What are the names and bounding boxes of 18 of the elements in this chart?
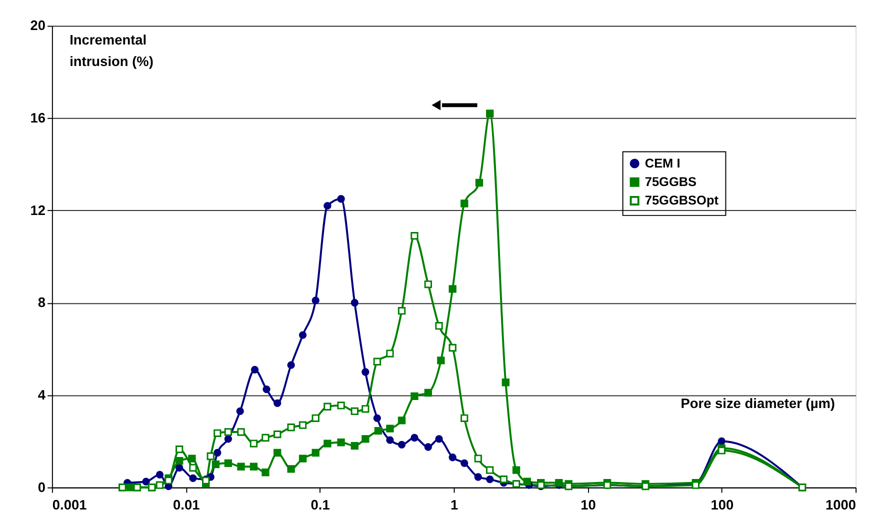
y-tick-label: 8 [38,295,46,310]
y-tick-label: 12 [30,202,46,218]
x-tick-label: 100 [710,497,734,512]
x-axis-title: Pore size diameter (µm) [680,396,835,412]
x-tick-label: 10 [580,497,596,512]
x-tick-label: 1000 [826,497,856,512]
legend-label: 75GGBS [644,174,697,190]
legend-label: 75GGBSOpt [644,192,720,208]
y-tick-label: 0 [38,480,46,495]
x-tick-label: 0.1 [310,497,330,512]
legend-label: CEM I [644,155,680,170]
x-tick-label: 1 [450,497,458,512]
y-tick-label: 20 [30,18,46,34]
x-tick-label: 0.01 [173,497,200,512]
y-tick-label: 4 [38,387,46,402]
y-axis-title: Incremental intrusion (%) [70,32,154,69]
x-tick-label: 0.001 [52,497,88,512]
y-tick-label: 16 [30,110,46,126]
